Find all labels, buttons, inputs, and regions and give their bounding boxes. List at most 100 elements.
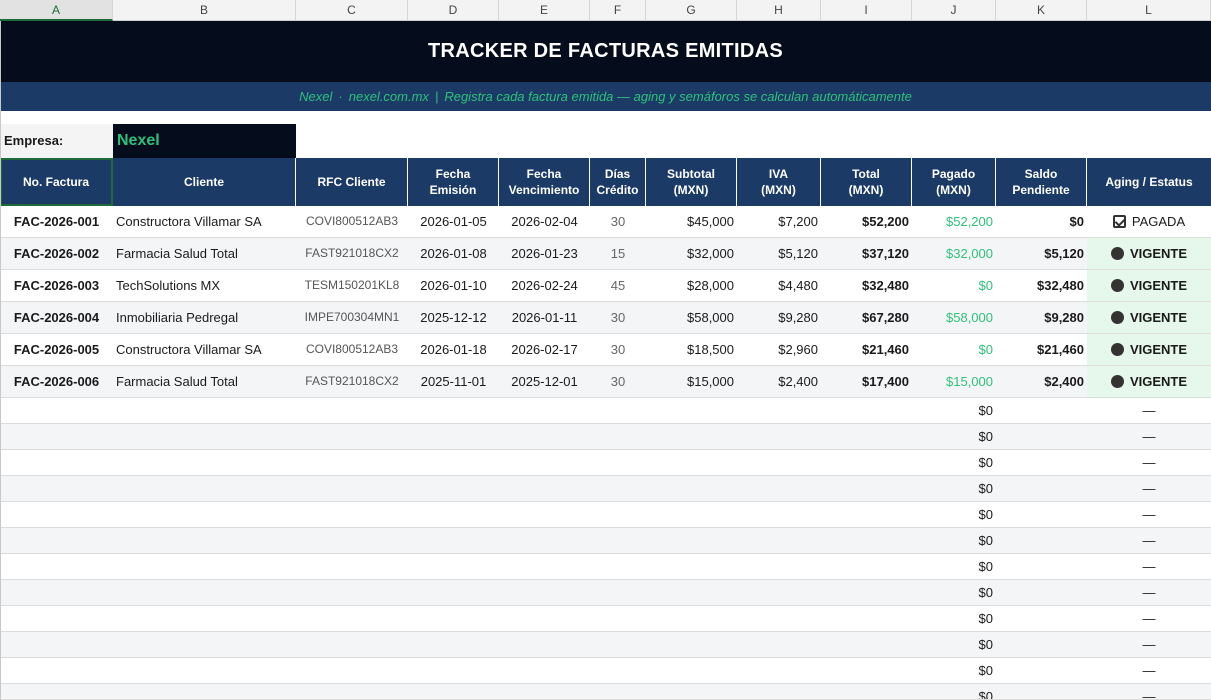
cell-dias-credito[interactable]: 30 [610, 342, 626, 357]
cell-cliente[interactable]: Constructora Villamar SA [116, 342, 262, 357]
cell-iva[interactable]: $4,480 [778, 278, 818, 293]
cell-fecha-emision[interactable]: 2026-01-10 [420, 278, 487, 293]
header-subtotal[interactable]: Subtotal (MXN) [646, 158, 737, 206]
cell-subtotal[interactable]: $28,000 [687, 278, 734, 293]
cell-iva[interactable]: $7,200 [778, 214, 818, 229]
cell-total[interactable]: $37,120 [862, 246, 909, 261]
cell-pagado[interactable]: $0 [978, 342, 993, 357]
empty-row[interactable]: $0 — [0, 424, 1211, 450]
cell-status[interactable]: — [1142, 429, 1156, 444]
cell-total[interactable]: $52,200 [862, 214, 909, 229]
empty-row[interactable]: $0 — [0, 684, 1211, 700]
cell-cliente[interactable]: Constructora Villamar SA [116, 214, 262, 229]
cell-dias-credito[interactable]: 30 [610, 310, 626, 325]
col-header-g[interactable]: G [646, 0, 737, 21]
cell-status[interactable]: — [1142, 559, 1156, 574]
cell-pagado[interactable]: $32,000 [946, 246, 993, 261]
cell-total[interactable]: $67,280 [862, 310, 909, 325]
cell-pagado[interactable]: $0 [978, 429, 993, 444]
header-saldo-pendiente[interactable]: Saldo Pendiente [996, 158, 1087, 206]
header-rfc-cliente[interactable]: RFC Cliente [296, 158, 408, 206]
cell-status[interactable]: VIGENTE [1087, 366, 1211, 397]
cell-saldo[interactable]: $5,120 [1044, 246, 1084, 261]
cell-total[interactable]: $21,460 [862, 342, 909, 357]
header-pagado[interactable]: Pagado (MXN) [912, 158, 996, 206]
col-header-a[interactable]: A [0, 0, 113, 21]
col-header-e[interactable]: E [499, 0, 590, 21]
cell-status[interactable]: — [1142, 481, 1156, 496]
cell-dias-credito[interactable]: 15 [610, 246, 626, 261]
cell-pagado[interactable]: $15,000 [946, 374, 993, 389]
cell-saldo[interactable]: $0 [1069, 214, 1084, 229]
empty-row[interactable]: $0 — [0, 632, 1211, 658]
empty-row[interactable]: $0 — [0, 580, 1211, 606]
cell-subtotal[interactable]: $15,000 [687, 374, 734, 389]
empty-row[interactable]: $0 — [0, 398, 1211, 424]
cell-fecha-emision[interactable]: 2026-01-18 [420, 342, 487, 357]
cell-iva[interactable]: $9,280 [778, 310, 818, 325]
cell-pagado[interactable]: $52,200 [946, 214, 993, 229]
header-fecha-vencimiento[interactable]: Fecha Vencimiento [499, 158, 590, 206]
col-header-d[interactable]: D [408, 0, 499, 21]
cell-subtotal[interactable]: $32,000 [687, 246, 734, 261]
cell-iva[interactable]: $2,960 [778, 342, 818, 357]
cell-pagado[interactable]: $0 [978, 533, 993, 548]
cell-no-factura[interactable]: FAC-2026-005 [13, 342, 100, 357]
cell-status[interactable]: — [1142, 689, 1156, 700]
cell-no-factura[interactable]: FAC-2026-006 [13, 374, 100, 389]
cell-fecha-emision[interactable]: 2025-12-12 [420, 310, 487, 325]
cell-status[interactable]: — [1142, 455, 1156, 470]
cell-fecha-emision[interactable]: 2025-11-01 [420, 374, 487, 389]
cell-status[interactable]: — [1142, 611, 1156, 626]
cell-pagado[interactable]: $0 [978, 689, 993, 700]
cell-pagado[interactable]: $0 [978, 559, 993, 574]
col-header-j[interactable]: J [912, 0, 996, 21]
cell-pagado[interactable]: $58,000 [946, 310, 993, 325]
empty-row[interactable]: $0 — [0, 476, 1211, 502]
cell-status[interactable]: — [1142, 663, 1156, 678]
cell-fecha-vencimiento[interactable]: 2026-01-23 [511, 246, 578, 261]
table-row[interactable]: FAC-2026-002 Farmacia Salud Total FAST92… [0, 238, 1211, 270]
cell-saldo[interactable]: $2,400 [1044, 374, 1084, 389]
cell-status[interactable]: — [1142, 585, 1156, 600]
cell-rfc[interactable]: TESM150201KL8 [304, 278, 400, 292]
cell-iva[interactable]: $5,120 [778, 246, 818, 261]
col-header-c[interactable]: C [296, 0, 408, 21]
col-header-h[interactable]: H [737, 0, 821, 21]
cell-status[interactable]: VIGENTE [1087, 270, 1211, 301]
empty-row[interactable]: $0 — [0, 658, 1211, 684]
cell-subtotal[interactable]: $58,000 [687, 310, 734, 325]
cell-pagado[interactable]: $0 [978, 637, 993, 652]
header-iva[interactable]: IVA (MXN) [737, 158, 821, 206]
empty-row[interactable]: $0 — [0, 528, 1211, 554]
cell-status[interactable]: — [1142, 533, 1156, 548]
cell-no-factura[interactable]: FAC-2026-003 [13, 278, 100, 293]
cell-status[interactable]: — [1142, 637, 1156, 652]
cell-fecha-vencimiento[interactable]: 2026-02-17 [511, 342, 578, 357]
empty-row[interactable]: $0 — [0, 450, 1211, 476]
cell-status[interactable]: VIGENTE [1087, 302, 1211, 333]
header-total[interactable]: Total (MXN) [821, 158, 912, 206]
empty-row[interactable]: $0 — [0, 606, 1211, 632]
cell-total[interactable]: $32,480 [862, 278, 909, 293]
cell-rfc[interactable]: COVI800512AB3 [305, 214, 399, 228]
cell-subtotal[interactable]: $18,500 [687, 342, 734, 357]
table-row[interactable]: FAC-2026-004 Inmobiliaria Pedregal IMPE7… [0, 302, 1211, 334]
cell-status[interactable]: — [1142, 403, 1156, 418]
cell-no-factura[interactable]: FAC-2026-004 [13, 310, 100, 325]
cell-rfc[interactable]: COVI800512AB3 [305, 342, 399, 356]
empresa-input[interactable]: Nexel [113, 124, 296, 158]
col-header-l[interactable]: L [1087, 0, 1211, 21]
cell-dias-credito[interactable]: 30 [610, 214, 626, 229]
cell-saldo[interactable]: $32,480 [1037, 278, 1084, 293]
table-row[interactable]: FAC-2026-006 Farmacia Salud Total FAST92… [0, 366, 1211, 398]
cell-rfc[interactable]: IMPE700304MN1 [304, 310, 400, 324]
header-cliente[interactable]: Cliente [113, 158, 296, 206]
cell-pagado[interactable]: $0 [978, 278, 993, 293]
cell-dias-credito[interactable]: 45 [610, 278, 626, 293]
cell-subtotal[interactable]: $45,000 [687, 214, 734, 229]
header-dias-credito[interactable]: Días Crédito [590, 158, 646, 206]
col-header-b[interactable]: B [113, 0, 296, 21]
cell-fecha-vencimiento[interactable]: 2025-12-01 [511, 374, 578, 389]
col-header-k[interactable]: K [996, 0, 1087, 21]
